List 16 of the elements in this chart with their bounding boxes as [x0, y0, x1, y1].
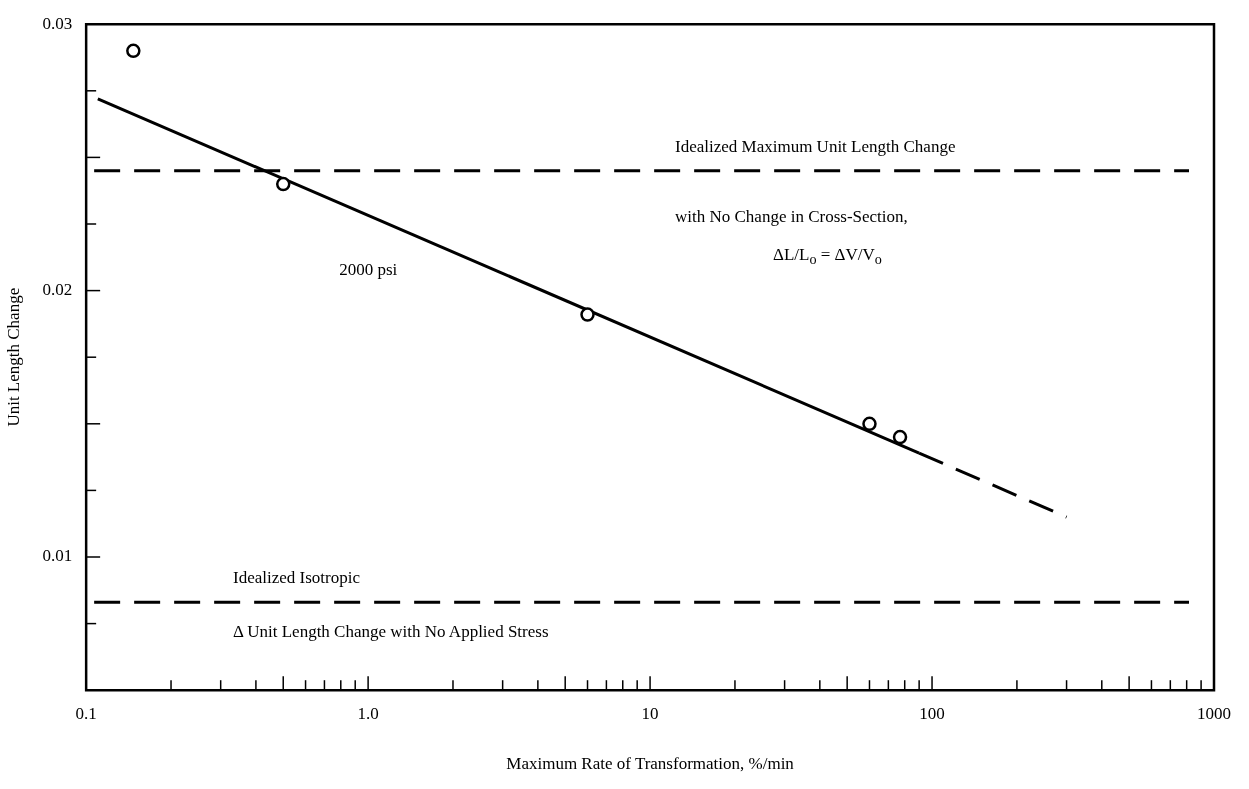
y-axis-title: Unit Length Change: [3, 287, 23, 427]
y-tick-label: 0.02: [42, 280, 73, 300]
annotation: with No Change in Cross-Section,: [672, 207, 911, 227]
x-tick-label: 10: [641, 703, 659, 723]
x-tick-label: 1000: [1197, 703, 1231, 723]
x-tick-label: 100: [919, 703, 945, 723]
annotation: ΔL/L$_{o}$ = ΔV/V$_{o}$: [770, 245, 885, 269]
ref-line-label: Idealized Isotropic: [230, 568, 363, 589]
series-label: 2000 psi: [339, 260, 398, 280]
ref-line-label: Idealized Maximum Unit Length Change: [672, 136, 959, 157]
x-tick-label: 1.0: [357, 703, 379, 723]
x-tick-label: 0.1: [75, 703, 97, 723]
annotation: Δ Unit Length Change with No Applied Stress: [230, 622, 552, 642]
y-tick-label: 0.03: [42, 13, 73, 33]
x-axis-title: Maximum Rate of Transformation, %/min: [506, 754, 795, 774]
y-tick-label: 0.01: [42, 546, 73, 566]
